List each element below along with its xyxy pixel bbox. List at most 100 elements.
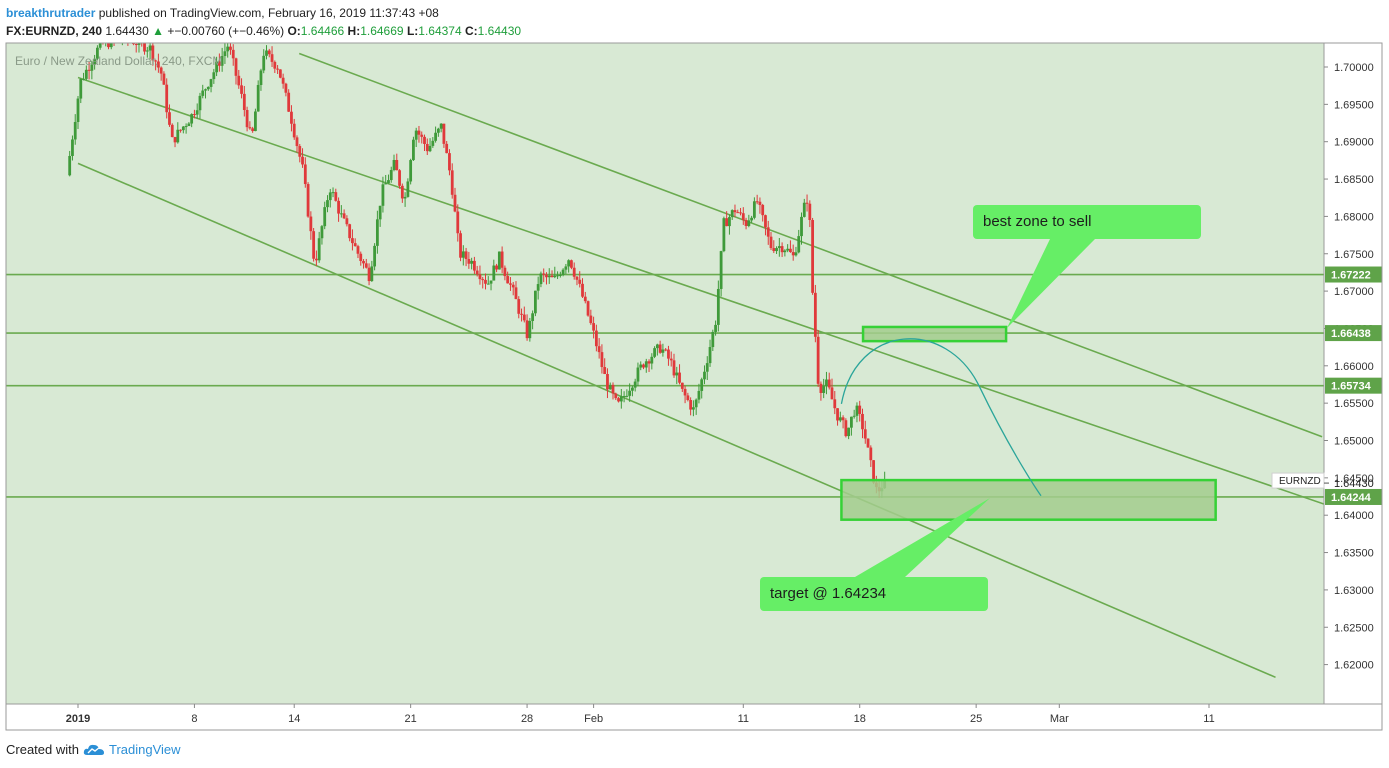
candle-body: [345, 218, 349, 225]
candle-body: [181, 126, 185, 131]
candle-body: [237, 75, 241, 86]
candle-body: [165, 84, 169, 113]
candle-body: [506, 276, 510, 284]
candle-body: [245, 109, 249, 128]
candle-body: [436, 128, 440, 133]
candle-body: [248, 127, 252, 129]
candle-body: [126, 32, 129, 39]
candle-body: [680, 382, 684, 389]
candle-body: [400, 185, 404, 199]
candle-body: [389, 170, 393, 181]
target-zone: [840, 478, 1217, 521]
candle-body: [409, 160, 413, 182]
price-chart[interactable]: best zone to sell target @ 1.64234 Euro /…: [0, 0, 1389, 740]
candle-body: [736, 212, 740, 214]
candle-body: [370, 266, 374, 282]
candle-body: [82, 78, 85, 80]
candle-body: [689, 400, 693, 410]
level-price-label: 1.66438: [1331, 328, 1371, 340]
candle-body: [453, 194, 457, 212]
x-tick-label: 14: [288, 713, 300, 725]
candle-body: [708, 347, 712, 364]
candle-body: [154, 60, 158, 62]
candle-body: [611, 384, 615, 394]
candle-body: [317, 238, 321, 261]
low-value: 1.64374: [418, 24, 462, 38]
candle-body: [847, 427, 851, 437]
candle-body: [542, 273, 546, 275]
candle-body: [151, 45, 155, 61]
candle-body: [631, 387, 634, 391]
candle-body: [664, 349, 668, 351]
candle-body: [323, 207, 327, 227]
candle-body: [392, 159, 396, 171]
candle-body: [148, 45, 152, 51]
candle-body: [797, 236, 801, 253]
candle-body: [816, 336, 820, 384]
candle-body: [220, 56, 224, 66]
candle-body: [517, 299, 521, 314]
candle-body: [395, 159, 399, 171]
candle-body: [489, 280, 493, 284]
candle-body: [697, 390, 701, 400]
candle-body: [445, 143, 449, 154]
candle-body: [195, 110, 199, 115]
candle-body: [728, 217, 731, 227]
candle-body: [761, 204, 765, 216]
author-link[interactable]: breakthrutrader: [6, 6, 96, 20]
candle-body: [619, 396, 623, 402]
candle-body: [783, 250, 787, 253]
candle-body: [802, 202, 806, 217]
candle-body: [303, 164, 307, 185]
candle-body: [184, 126, 188, 128]
candle-body: [179, 129, 182, 131]
time-axis[interactable]: [6, 704, 1382, 730]
candle-body: [741, 213, 745, 221]
candle-body: [572, 267, 576, 277]
candle-body: [813, 292, 817, 337]
candle-body: [428, 145, 432, 152]
candle-body: [129, 38, 132, 40]
candle-body: [700, 379, 704, 391]
candle-body: [744, 220, 748, 226]
price-axis[interactable]: [1324, 43, 1382, 704]
candle-body: [827, 379, 831, 388]
candle-body: [675, 372, 679, 376]
close-value: 1.64430: [477, 24, 522, 38]
published-text: published on TradingView.com, February 1…: [98, 6, 439, 20]
candle-body: [301, 156, 304, 165]
candle-body: [536, 284, 540, 291]
callout-box: [973, 205, 1201, 239]
candle-body: [789, 248, 792, 253]
candle-body: [642, 364, 645, 368]
candle-body: [278, 69, 282, 78]
candle-body: [647, 361, 651, 364]
high-value: 1.64669: [360, 24, 404, 38]
x-tick-label: Feb: [584, 713, 603, 725]
candle-body: [456, 211, 460, 234]
candle-body: [287, 92, 291, 112]
candle-body: [198, 95, 202, 111]
candle-body: [461, 251, 465, 258]
candle-body: [497, 251, 501, 270]
candle-body: [73, 121, 77, 140]
candle-body: [838, 417, 842, 421]
candle-body: [331, 192, 335, 194]
up-arrow-icon: ▲: [152, 24, 164, 38]
created-with-label: Created with: [6, 742, 79, 757]
candle-body: [229, 46, 232, 50]
candle-body: [431, 140, 435, 146]
candle-body: [872, 460, 875, 483]
candle-body: [290, 111, 293, 124]
candle-body: [503, 267, 507, 277]
footer: Created with TradingView: [6, 742, 181, 757]
y-tick-label: 1.68000: [1334, 211, 1374, 223]
candle-body: [98, 43, 102, 48]
candle-body: [351, 238, 354, 244]
y-tick-label: 1.64500: [1334, 473, 1374, 485]
candle-body: [772, 248, 776, 252]
candle-body: [570, 260, 573, 268]
tradingview-brand[interactable]: TradingView: [108, 742, 181, 757]
candle-body: [869, 447, 873, 461]
candle-body: [805, 202, 809, 204]
